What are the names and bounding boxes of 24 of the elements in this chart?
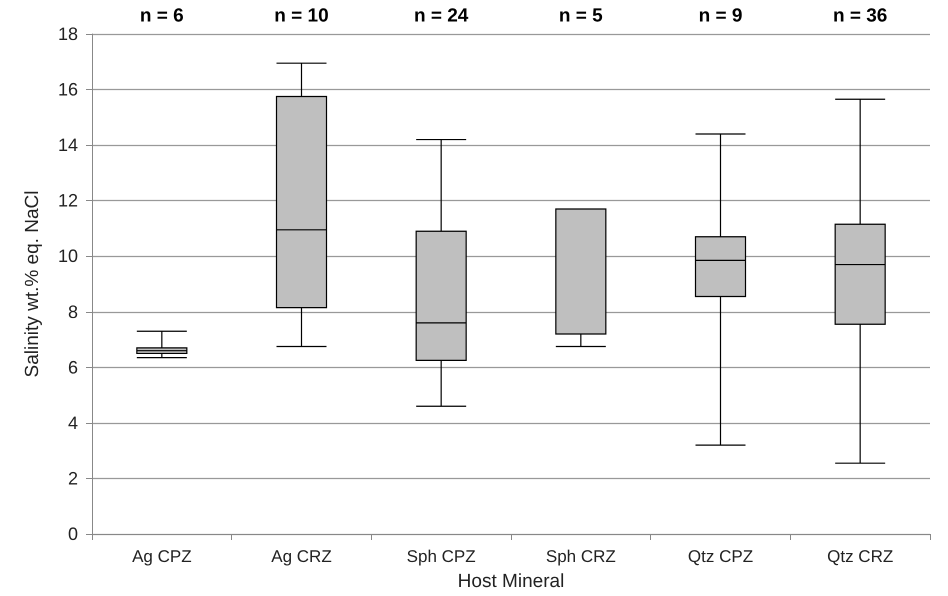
y-tick-label: 14 <box>58 135 78 156</box>
y-tick-label: 12 <box>58 190 78 211</box>
y-tick-label: 16 <box>58 80 78 100</box>
x-axis-title: Host Mineral <box>458 571 564 592</box>
text: n = 10 <box>274 6 329 26</box>
text: n = 5 <box>558 6 604 26</box>
y-tick-label: 8 <box>68 302 78 322</box>
x-tick-label: Sph CPZ <box>406 547 476 566</box>
text: n = 24 <box>414 6 469 26</box>
y-tick-label: 0 <box>68 524 78 544</box>
x-tick-label: Qtz CRZ <box>827 547 894 566</box>
text: n = 6 <box>140 6 184 26</box>
x-tick-label: Ag CRZ <box>271 547 332 566</box>
y-tick-label: 10 <box>58 246 78 266</box>
x-tick-label: Sph CRZ <box>546 547 616 566</box>
y-axis-title: Salinity wt.% eq. NaCl <box>22 190 43 378</box>
y-tick-label: 6 <box>68 357 78 378</box>
x-tick-label: Ag CPZ <box>132 547 192 566</box>
y-tick-label: 18 <box>58 24 78 44</box>
text: n = 9 <box>698 6 742 26</box>
text: n = 36 <box>832 6 888 26</box>
y-tick-label: 4 <box>68 412 78 433</box>
y-tick-label: 2 <box>68 468 78 488</box>
x-tick-label: Qtz CPZ <box>688 547 754 566</box>
